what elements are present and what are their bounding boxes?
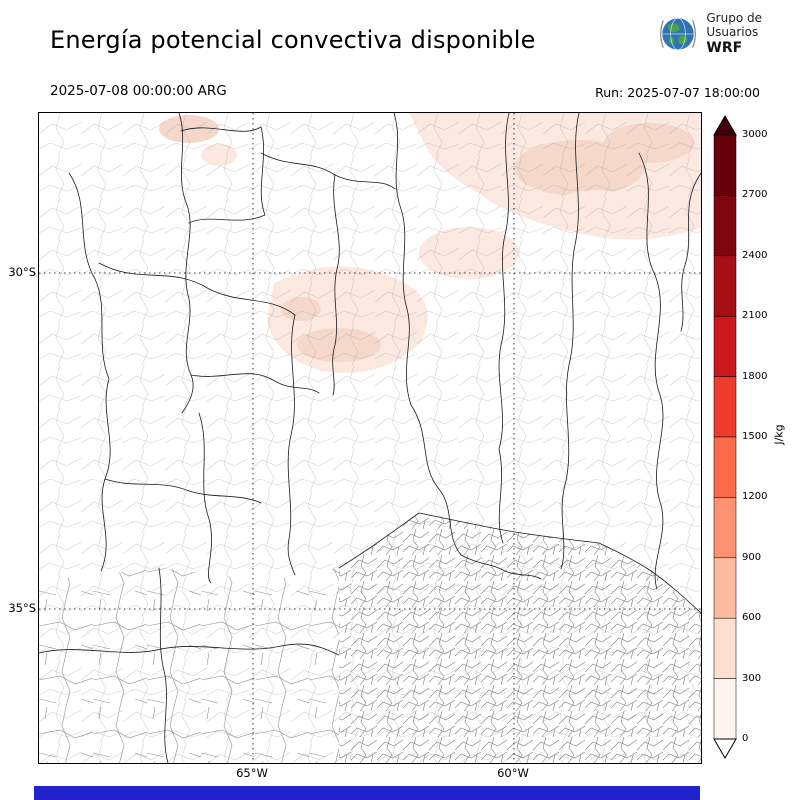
logo-text: Grupo de Usuarios WRF xyxy=(706,11,762,56)
graticule-lines xyxy=(39,113,701,763)
run-time-label: Run: 2025-07-07 18:00:00 xyxy=(595,85,760,100)
colorbar-tick-label: 1500 xyxy=(742,431,768,442)
province-boundaries xyxy=(38,112,702,764)
logo-line-2: Usuarios xyxy=(706,24,759,39)
colorbar-tick-label: 600 xyxy=(742,612,762,624)
map-canvas xyxy=(38,112,702,764)
logo-line-1: Grupo de xyxy=(706,11,762,25)
colorbar-tick-label: 1200 xyxy=(742,491,768,503)
colorbar-tick-label: 2700 xyxy=(742,189,768,201)
wrf-logo: Grupo de Usuarios WRF xyxy=(657,11,762,56)
lon-label-60w: 60°W xyxy=(497,766,529,780)
department-boundaries xyxy=(39,113,701,763)
colorbar-unit-label: J/kg xyxy=(772,424,786,445)
valid-time-label: 2025-07-08 00:00:00 ARG xyxy=(50,83,227,99)
lat-label-35s: 35°S xyxy=(8,601,36,615)
footer-color-bar xyxy=(34,786,700,800)
colorbar-tick-label: 0 xyxy=(742,733,749,744)
colorbar-tick-label: 2400 xyxy=(742,249,768,261)
lat-label-30s: 30°S xyxy=(8,265,36,279)
colorbar-tick-label: 900 xyxy=(742,551,762,563)
colorbar-ticks: 0 300 600 900 1200 1500 1800 2100 2400 2700 3000 xyxy=(742,129,782,744)
globe-icon xyxy=(660,17,697,50)
colorbar-tick-label: 300 xyxy=(742,672,762,684)
map-svg xyxy=(38,112,702,764)
colorbar-tick-label: 2100 xyxy=(742,310,768,322)
page-title: Energía potencial convectiva disponible xyxy=(50,26,536,54)
colorbar xyxy=(713,115,737,759)
logo-line-wrf: WRF xyxy=(706,39,743,56)
lon-label-65w: 65°W xyxy=(236,766,268,780)
colorbar-tick-label: 1800 xyxy=(742,370,768,382)
colorbar-tick-label: 3000 xyxy=(742,129,768,140)
colorbar-svg xyxy=(713,115,737,759)
